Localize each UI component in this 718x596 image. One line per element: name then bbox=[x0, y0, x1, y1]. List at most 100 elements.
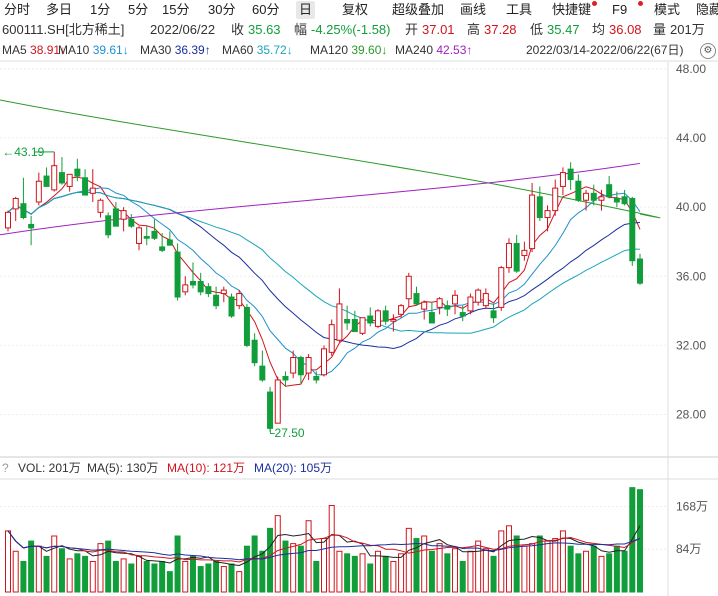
candle-body bbox=[421, 301, 428, 310]
candle-body bbox=[428, 312, 435, 324]
toolbar-item-14[interactable]: 模式 bbox=[654, 2, 681, 17]
candle-body bbox=[267, 391, 274, 429]
candle-body bbox=[243, 306, 250, 346]
candle-body bbox=[513, 242, 520, 272]
volume-bar bbox=[89, 560, 96, 593]
candle-body bbox=[51, 165, 58, 191]
price-tick-label: 44.00 bbox=[676, 131, 706, 145]
volume-tick-label: 168万 bbox=[676, 499, 708, 513]
ma-legend-value: 39.60↓ bbox=[351, 43, 388, 57]
volume-bar bbox=[112, 560, 119, 593]
high-value: 37.28 bbox=[484, 22, 517, 37]
candle-body bbox=[274, 379, 281, 424]
candle-body bbox=[228, 296, 235, 317]
candle-body bbox=[136, 227, 143, 244]
toolbar-item-3[interactable]: 5分 bbox=[128, 2, 149, 17]
close-value: 35.63 bbox=[248, 22, 281, 37]
candle-body bbox=[259, 365, 266, 381]
candle-body bbox=[475, 289, 482, 303]
candle-body bbox=[344, 318, 351, 324]
volume-bar bbox=[590, 545, 597, 593]
toolbar-item-15[interactable]: 隐藏 bbox=[696, 2, 718, 17]
toolbar-item-11[interactable]: 工具 bbox=[506, 2, 533, 17]
candle-body bbox=[297, 357, 304, 376]
volume-bar bbox=[390, 560, 397, 593]
volume-bar bbox=[228, 563, 235, 593]
open-label: 开 bbox=[405, 22, 419, 37]
volume-ma-line bbox=[7, 530, 641, 561]
volume-bar bbox=[521, 545, 528, 593]
volume-bar bbox=[205, 563, 212, 593]
toolbar-item-2[interactable]: 1分 bbox=[90, 2, 111, 17]
toolbar-item-5[interactable]: 30分 bbox=[208, 2, 236, 17]
toolbar-item-0[interactable]: 分时 bbox=[4, 2, 31, 17]
volume-bar bbox=[428, 550, 435, 593]
gear-icon[interactable]: ⚙ bbox=[700, 43, 716, 59]
candle-body bbox=[28, 223, 35, 229]
volume-bar bbox=[452, 548, 459, 593]
volume-tick-label: 84万 bbox=[676, 542, 701, 556]
candle-body bbox=[174, 251, 181, 298]
toolbar-item-10[interactable]: 画线 bbox=[460, 2, 487, 17]
ma-legend: MA5 38.91↓ MA10 39.61↓ MA30 36.39↑ MA60 35.… bbox=[0, 40, 718, 60]
volume-bar bbox=[583, 550, 590, 593]
toolbar-item-7[interactable]: 日 bbox=[296, 1, 316, 19]
price-tick-label: 36.00 bbox=[676, 269, 706, 283]
toolbar-item-6[interactable]: 60分 bbox=[252, 2, 280, 17]
quote-bar: 600111.SH[北方稀土] 2022/06/22 收 35.63 幅 -4.… bbox=[0, 20, 718, 40]
volume-bar bbox=[12, 550, 19, 593]
volume-bar bbox=[267, 527, 274, 593]
open-value: 37.01 bbox=[422, 22, 455, 37]
volume-bar bbox=[174, 535, 181, 593]
ma-legend-item: MA5 38.91↓ bbox=[2, 40, 66, 60]
candle-body bbox=[82, 177, 89, 196]
ma-legend-item: MA10 39.61↓ bbox=[58, 40, 129, 60]
candle-body bbox=[43, 175, 50, 187]
candle-body bbox=[328, 324, 335, 353]
candle-body bbox=[444, 305, 451, 310]
volume-collapse-icon[interactable]: ? bbox=[2, 461, 9, 475]
volume-bar bbox=[444, 553, 451, 593]
volume-bar bbox=[328, 504, 335, 593]
volume-bar bbox=[359, 553, 366, 593]
volume-ma20: MA(20): 105万 bbox=[254, 461, 333, 475]
ma-legend-value: 38.91↓ bbox=[30, 43, 67, 57]
volume-bar bbox=[613, 545, 620, 593]
volume-bar bbox=[374, 550, 381, 593]
candle-body bbox=[74, 168, 81, 177]
volume-bar bbox=[20, 560, 27, 593]
toolbar-item-4[interactable]: 15分 bbox=[162, 2, 190, 17]
price-tick-label: 40.00 bbox=[676, 200, 706, 214]
stock-code: 600111.SH[北方稀土] bbox=[2, 22, 125, 37]
candle-body bbox=[521, 249, 528, 257]
volume-bar bbox=[274, 515, 281, 593]
volume-bar bbox=[74, 553, 81, 593]
date-range: 2022/03/14-2022/06/22(67日) bbox=[526, 43, 684, 57]
volume-bar bbox=[513, 535, 520, 593]
ma-line-ma60 bbox=[7, 191, 641, 334]
candle-body bbox=[505, 242, 512, 269]
notification-dot bbox=[638, 1, 643, 6]
ma-legend-label: MA10 bbox=[58, 43, 93, 57]
high-label: 高 bbox=[467, 22, 481, 37]
toolbar-item-13[interactable]: F9 bbox=[612, 2, 628, 17]
candle-body bbox=[590, 192, 597, 201]
ma-legend-item: MA120 39.60↓ bbox=[310, 40, 387, 60]
volume-bar bbox=[305, 520, 312, 593]
toolbar-item-8[interactable]: 复权 bbox=[342, 2, 369, 17]
candle-body bbox=[151, 230, 158, 239]
candle-body bbox=[112, 208, 119, 227]
candle-body bbox=[436, 298, 443, 308]
volume-bar bbox=[243, 545, 250, 593]
volume-bar bbox=[136, 555, 143, 593]
volume-ma-line bbox=[7, 525, 641, 567]
volume-label: 量 bbox=[653, 22, 667, 37]
candle-body bbox=[490, 310, 497, 319]
volume-bar bbox=[621, 550, 628, 593]
toolbar-item-12[interactable]: 快捷键 bbox=[552, 2, 592, 17]
change-label: 幅 bbox=[294, 22, 308, 37]
candle-body bbox=[166, 239, 173, 246]
volume-bar bbox=[105, 540, 112, 593]
toolbar-item-1[interactable]: 多日 bbox=[46, 2, 73, 17]
toolbar-item-9[interactable]: 超级叠加 bbox=[392, 2, 445, 17]
